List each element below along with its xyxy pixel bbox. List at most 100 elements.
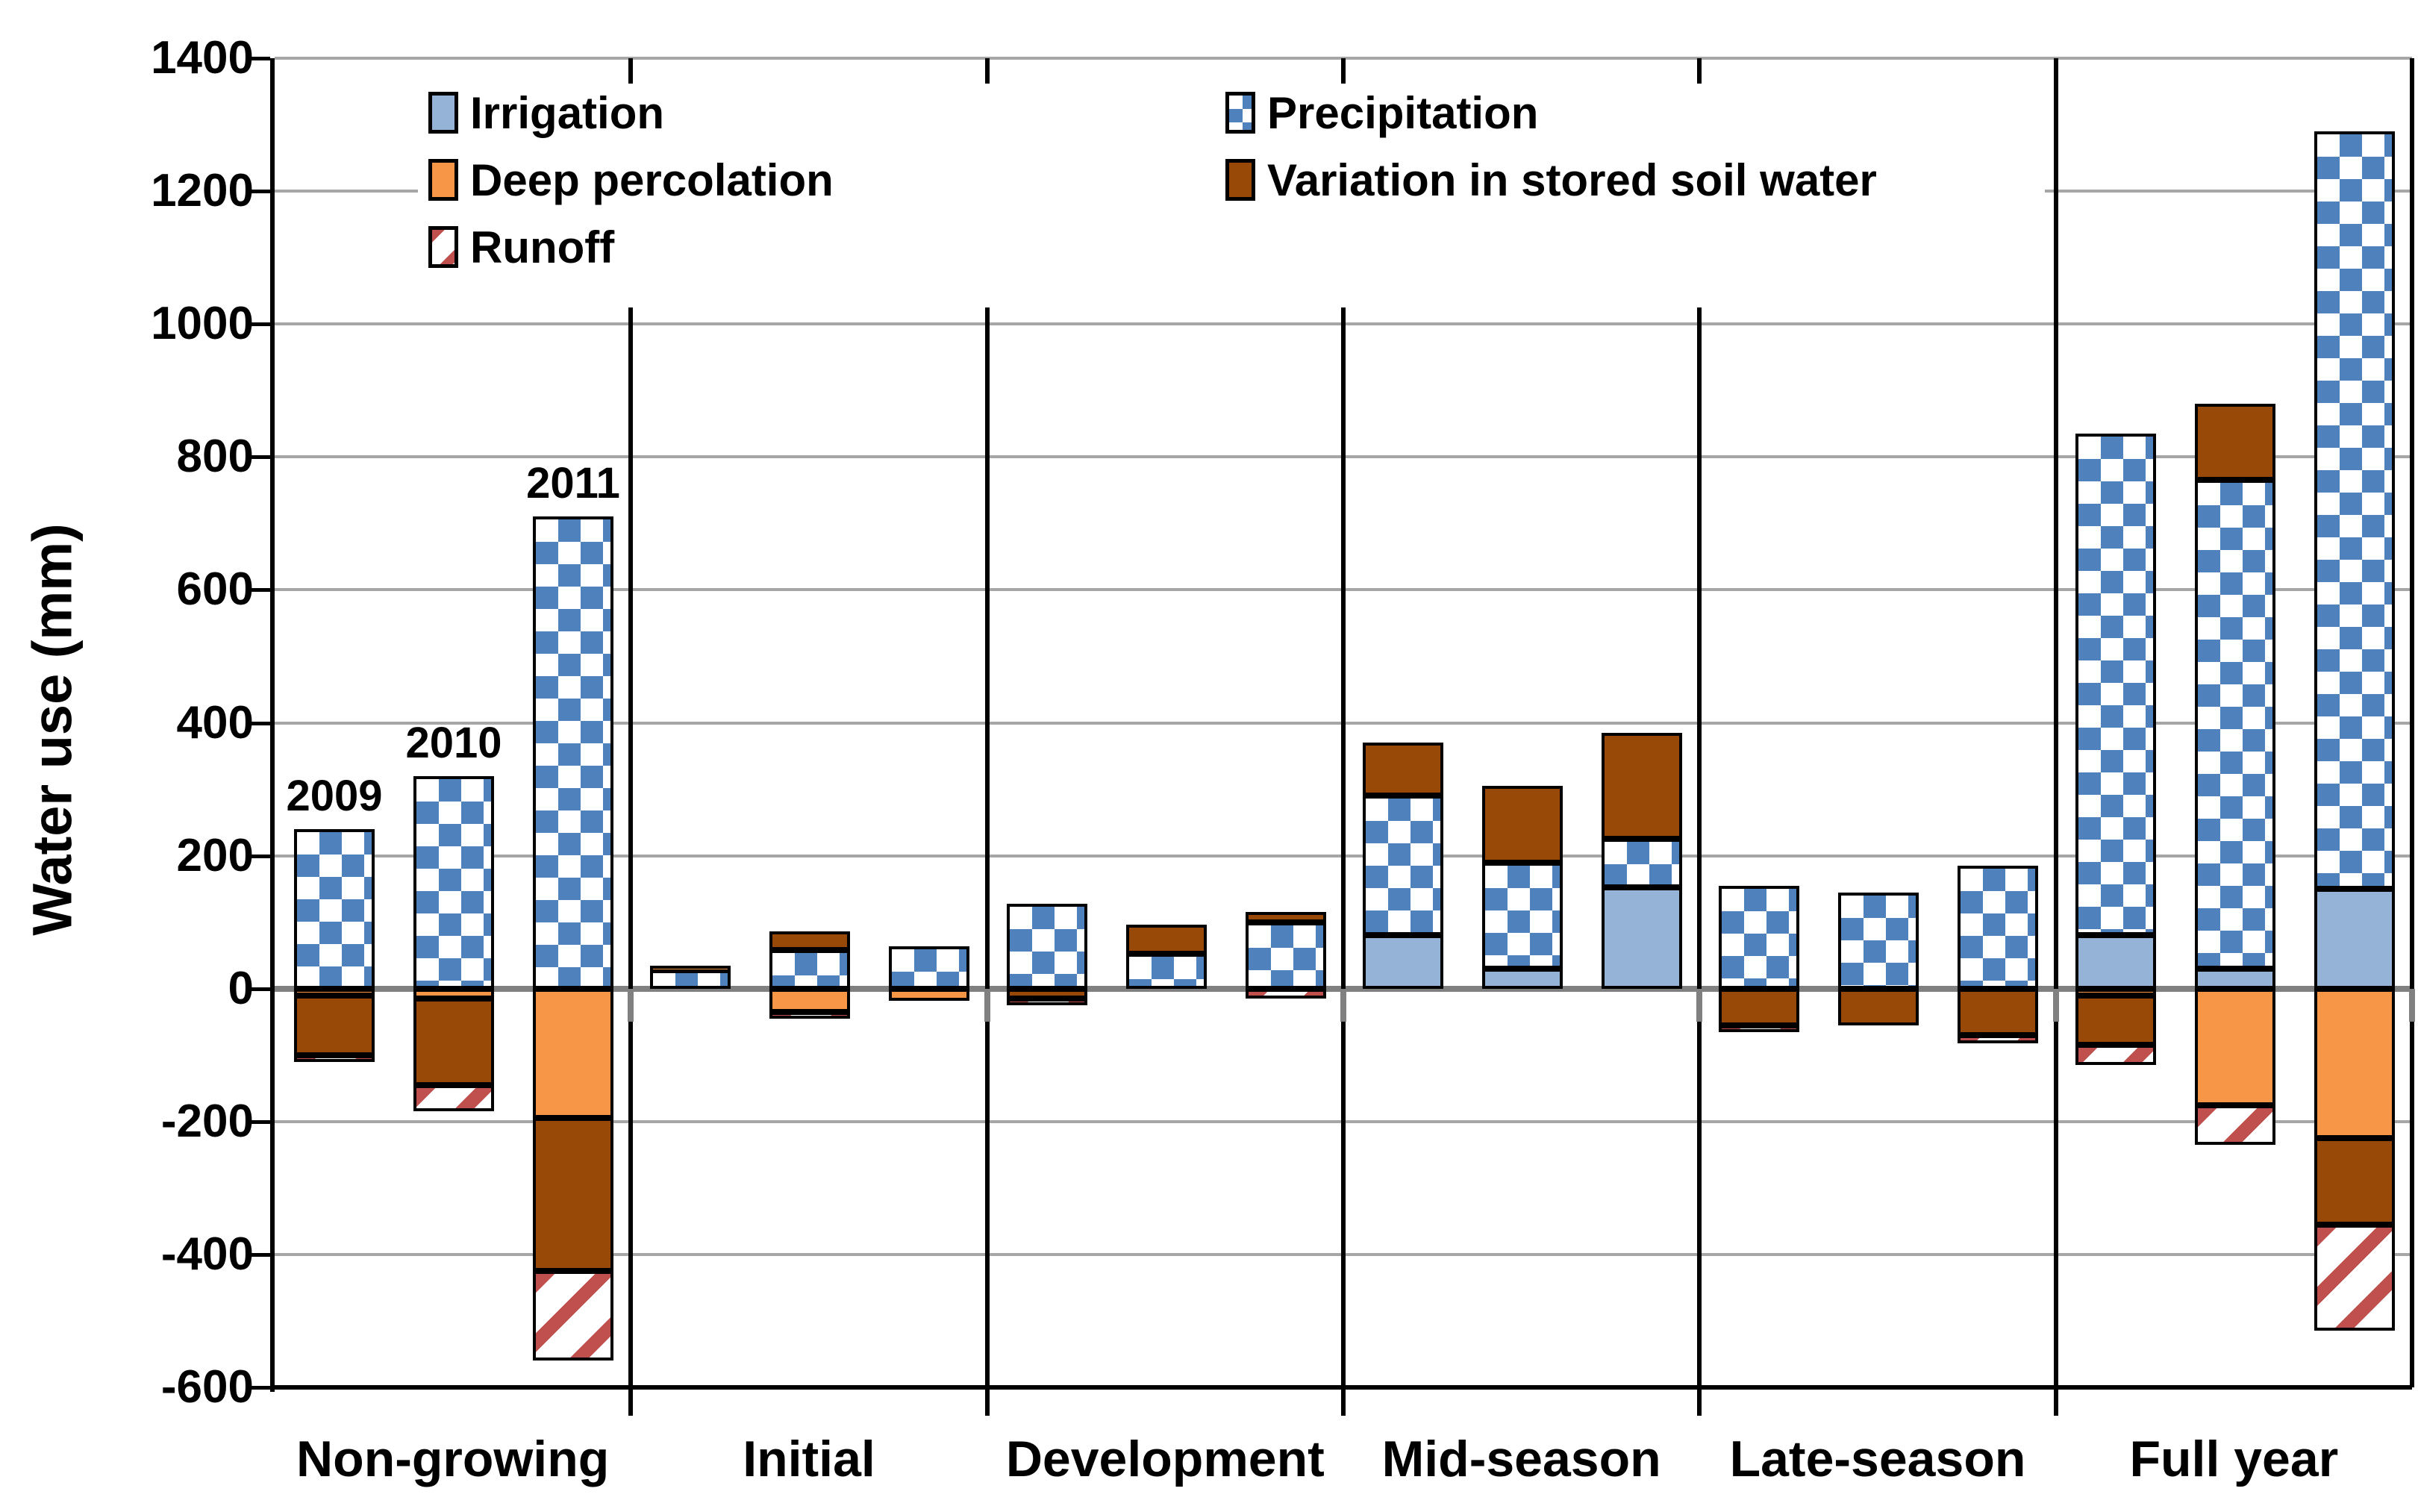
year-label-2010: 2010 <box>405 718 502 767</box>
plot-right-border <box>2410 58 2414 1387</box>
bar-non-growing-2009-precipitation <box>294 828 375 989</box>
bar-full-year-2011-variation <box>2314 1138 2395 1225</box>
bar-full-year-2011-deep_percolation <box>2314 988 2395 1139</box>
bar-initial-2010-deep_percolation <box>769 988 851 1012</box>
x-axis-tick <box>1341 1387 1346 1416</box>
category-label-non-growing: Non-growing <box>296 1431 610 1487</box>
legend-label-variation: Variation in stored soil water <box>1267 154 1877 205</box>
legend-item-precipitation: Precipitation <box>1225 87 1539 138</box>
bar-non-growing-2010-precipitation <box>413 775 494 989</box>
bar-non-growing-2011-variation <box>533 1118 613 1272</box>
zero-line-tick <box>2409 988 2415 1022</box>
bar-non-growing-2011-runoff <box>533 1271 613 1361</box>
x-axis-tick <box>984 1387 990 1416</box>
bar-full-year-2010-irrigation <box>2194 968 2275 989</box>
group-separator <box>1697 58 1702 1387</box>
bar-non-growing-2009-variation <box>294 995 375 1055</box>
bar-full-year-2009-precipitation <box>2075 434 2156 936</box>
bar-non-growing-2010-deep_percolation <box>413 988 494 999</box>
y-tick-label--600: -600 <box>160 1361 254 1413</box>
zero-line-tick <box>1340 988 1346 1022</box>
bar-mid-season-2010-irrigation <box>1482 968 1563 989</box>
bar-full-year-2010-deep_percolation <box>2194 988 2275 1105</box>
y-tick-label-1400: 1400 <box>151 32 254 84</box>
bar-full-year-2009-deep_percolation <box>2075 988 2156 996</box>
y-axis-tick <box>248 57 270 60</box>
bar-initial-2010-precipitation <box>769 950 851 989</box>
irrigation-swatch <box>428 92 458 134</box>
bar-mid-season-2009-irrigation <box>1363 935 1443 989</box>
zero-line-tick <box>1696 988 1703 1022</box>
y-axis-tick <box>248 322 270 327</box>
bar-mid-season-2010-precipitation <box>1482 862 1563 969</box>
bar-non-growing-2010-runoff <box>413 1084 494 1112</box>
category-label-mid-season: Mid-season <box>1381 1431 1661 1487</box>
bar-late-season-2011-runoff <box>1958 1035 2039 1043</box>
bar-late-season-2009-runoff <box>1719 1025 1800 1032</box>
year-label-2011: 2011 <box>526 459 620 508</box>
legend-item-variation: Variation in stored soil water <box>1225 154 1877 205</box>
y-tick-label-200: 200 <box>176 829 254 881</box>
bar-initial-2009-precipitation <box>650 969 731 989</box>
bar-mid-season-2011-variation <box>1602 732 1682 840</box>
variation-swatch <box>1225 159 1255 201</box>
bar-development-2009-precipitation <box>1006 903 1087 989</box>
bar-development-2011-precipitation <box>1245 922 1326 989</box>
legend-label-deep_percolation: Deep percolation <box>470 154 834 205</box>
deep_percolation-swatch <box>428 159 458 201</box>
group-separator <box>1341 58 1346 1387</box>
category-label-initial: Initial <box>743 1431 875 1487</box>
bar-full-year-2011-precipitation <box>2314 131 2395 890</box>
bar-full-year-2011-runoff <box>2314 1224 2395 1331</box>
y-axis-tick <box>248 854 270 858</box>
x-axis-tick <box>2053 1387 2058 1416</box>
bar-non-growing-2011-deep_percolation <box>533 988 613 1119</box>
y-axis-tick <box>248 1119 270 1124</box>
year-label-2009: 2009 <box>286 771 383 820</box>
group-separator <box>628 58 634 1387</box>
precipitation-swatch <box>1225 92 1255 134</box>
bar-development-2010-precipitation <box>1125 954 1207 989</box>
bar-initial-2011-precipitation <box>889 946 970 989</box>
bar-development-2009-variation <box>1006 988 1087 999</box>
x-axis-tick <box>1697 1387 1702 1416</box>
zero-line-tick <box>628 988 634 1022</box>
y-axis-tick <box>248 190 270 194</box>
y-tick-label--200: -200 <box>160 1095 254 1147</box>
y-axis-tick <box>248 455 270 460</box>
bar-full-year-2009-variation <box>2075 995 2156 1046</box>
bar-initial-2010-variation <box>769 931 851 951</box>
y-axis-line <box>270 58 275 1392</box>
runoff-swatch <box>428 226 458 268</box>
y-tick-label-1000: 1000 <box>151 298 254 350</box>
bar-initial-2009-deep_percolation <box>650 965 731 972</box>
bar-non-growing-2009-deep_percolation <box>294 988 375 996</box>
y-tick-label--400: -400 <box>160 1228 254 1280</box>
bar-full-year-2009-runoff <box>2075 1045 2156 1066</box>
bar-initial-2010-runoff <box>769 1011 851 1019</box>
bar-mid-season-2010-variation <box>1482 786 1563 863</box>
legend-item-runoff: Runoff <box>428 222 614 272</box>
bar-mid-season-2011-irrigation <box>1602 887 1682 989</box>
legend-label-precipitation: Precipitation <box>1267 87 1539 138</box>
bar-non-growing-2009-runoff <box>294 1055 375 1062</box>
y-tick-label-0: 0 <box>228 962 254 1014</box>
category-label-full-year: Full year <box>2129 1431 2339 1487</box>
bar-late-season-2010-precipitation <box>1838 892 1919 989</box>
bar-mid-season-2009-variation <box>1363 743 1443 796</box>
bar-development-2011-runoff <box>1245 988 1326 999</box>
bar-development-2009-runoff <box>1006 999 1087 1006</box>
bar-initial-2011-deep_percolation <box>889 988 970 1001</box>
bar-late-season-2009-precipitation <box>1719 885 1800 989</box>
y-tick-label-400: 400 <box>176 696 254 749</box>
y-tick-label-800: 800 <box>176 431 254 483</box>
bar-late-season-2009-variation <box>1719 988 1800 1025</box>
y-tick-label-1200: 1200 <box>151 165 254 217</box>
zero-line-tick <box>2052 988 2059 1022</box>
y-axis-tick <box>248 1386 270 1390</box>
bar-full-year-2010-variation <box>2194 404 2275 481</box>
bar-full-year-2010-runoff <box>2194 1105 2275 1145</box>
y-axis-tick <box>248 987 270 991</box>
bar-non-growing-2010-variation <box>413 999 494 1085</box>
